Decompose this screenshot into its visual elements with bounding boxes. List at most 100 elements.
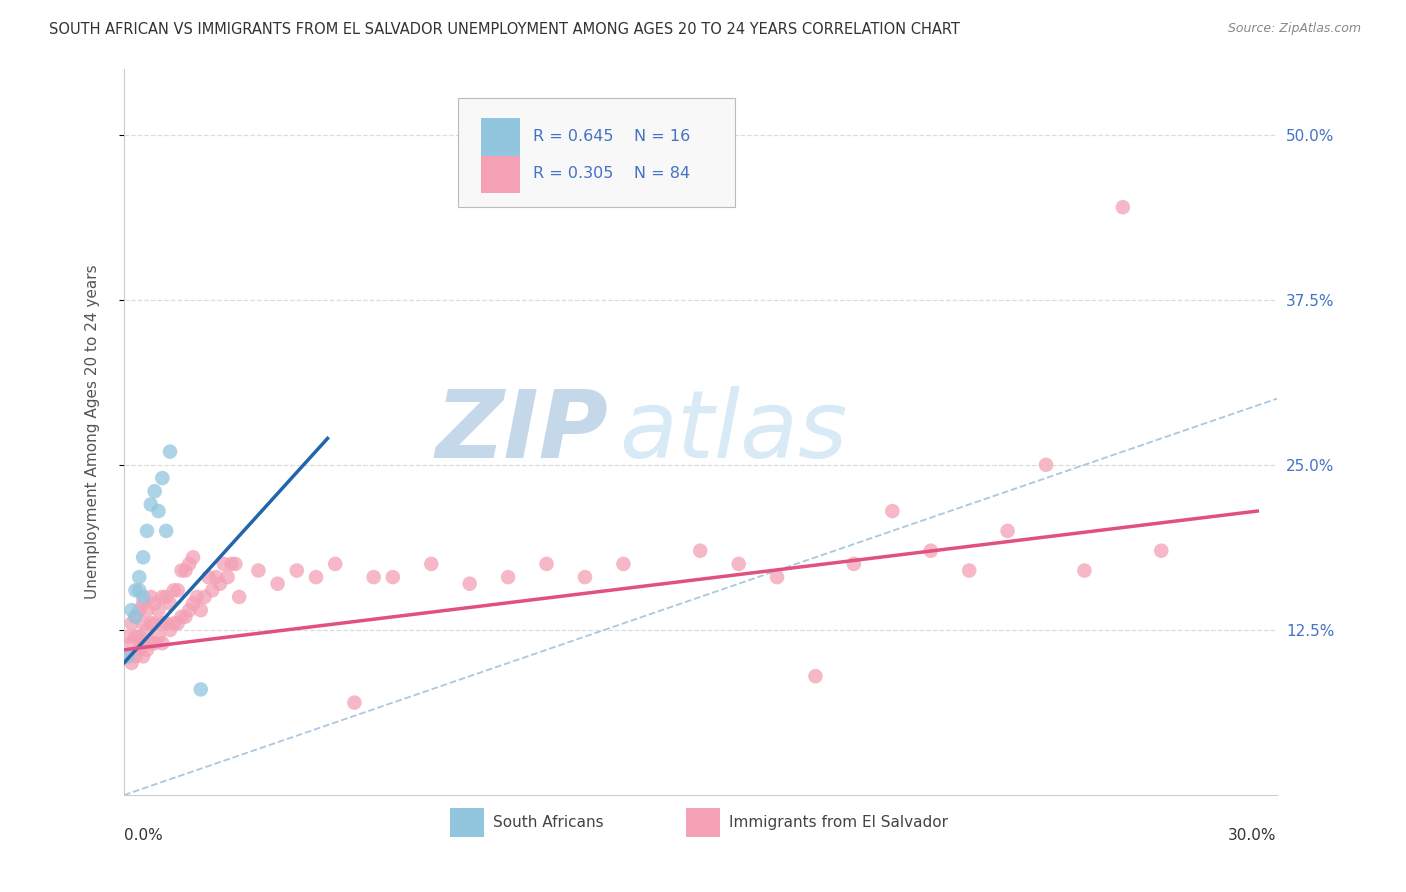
Point [143,484,166,499]
Point [124,630,146,644]
Point [150,616,173,631]
Text: Source: ZipAtlas.com: Source: ZipAtlas.com [1227,22,1361,36]
Point [174,564,197,578]
FancyBboxPatch shape [686,808,720,837]
Point [170,564,193,578]
Text: R = 0.645    N = 16: R = 0.645 N = 16 [533,128,690,144]
Point [163,616,186,631]
Point [117,649,139,664]
FancyBboxPatch shape [481,156,520,194]
Point [689,543,711,558]
Point [166,583,188,598]
Point [136,603,159,617]
Point [228,590,250,604]
Point [957,564,980,578]
Point [148,603,170,617]
Point [139,636,162,650]
Point [842,557,865,571]
Point [574,570,596,584]
Point [124,583,146,598]
Point [997,524,1019,538]
Point [117,630,139,644]
Text: Immigrants from El Salvador: Immigrants from El Salvador [730,815,948,830]
Point [124,649,146,664]
FancyBboxPatch shape [450,808,484,837]
Point [159,623,181,637]
Point [150,590,173,604]
Point [128,630,150,644]
Point [121,636,143,650]
Point [143,636,166,650]
Point [381,570,404,584]
Point [190,603,212,617]
Point [155,590,177,604]
Point [128,642,150,657]
Point [420,557,443,571]
Point [143,597,166,611]
Point [136,623,159,637]
Text: R = 0.305    N = 84: R = 0.305 N = 84 [533,167,690,181]
Point [148,504,170,518]
Point [205,570,228,584]
Point [170,609,193,624]
Point [266,576,288,591]
Point [212,557,235,571]
Point [496,570,519,584]
Point [181,597,204,611]
Point [155,524,177,538]
Point [148,630,170,644]
FancyBboxPatch shape [481,118,520,156]
Point [224,557,246,571]
Point [159,444,181,458]
Point [132,649,155,664]
Point [132,550,155,565]
Point [124,609,146,624]
Point [766,570,789,584]
Point [882,504,904,518]
Point [136,524,159,538]
Point [132,636,155,650]
Point [920,543,942,558]
Point [139,590,162,604]
Point [363,570,385,584]
Point [128,603,150,617]
Point [136,642,159,657]
Point [285,564,308,578]
Point [179,557,201,571]
FancyBboxPatch shape [458,97,735,207]
Text: atlas: atlas [620,386,848,477]
Point [458,576,481,591]
Point [155,616,177,631]
Point [128,583,150,598]
Text: ZIP: ZIP [434,386,607,478]
Point [139,616,162,631]
Point [132,597,155,611]
Y-axis label: Unemployment Among Ages 20 to 24 years: Unemployment Among Ages 20 to 24 years [86,265,100,599]
Point [201,583,224,598]
Point [536,557,558,571]
Point [197,570,219,584]
Point [727,557,749,571]
Point [121,616,143,631]
Point [132,590,155,604]
Point [124,609,146,624]
Point [186,590,208,604]
Point [343,696,366,710]
Point [150,471,173,485]
Point [128,570,150,584]
Point [221,557,243,571]
Point [305,570,328,584]
Point [194,590,217,604]
Point [117,649,139,664]
Point [163,583,186,598]
Text: 30.0%: 30.0% [1227,828,1277,843]
Point [323,557,346,571]
Point [1035,458,1057,472]
Text: SOUTH AFRICAN VS IMMIGRANTS FROM EL SALVADOR UNEMPLOYMENT AMONG AGES 20 TO 24 YE: SOUTH AFRICAN VS IMMIGRANTS FROM EL SALV… [49,22,960,37]
Point [121,603,143,617]
Point [166,616,188,631]
Point [132,616,155,631]
Point [1073,564,1095,578]
Point [217,570,239,584]
Point [179,603,201,617]
